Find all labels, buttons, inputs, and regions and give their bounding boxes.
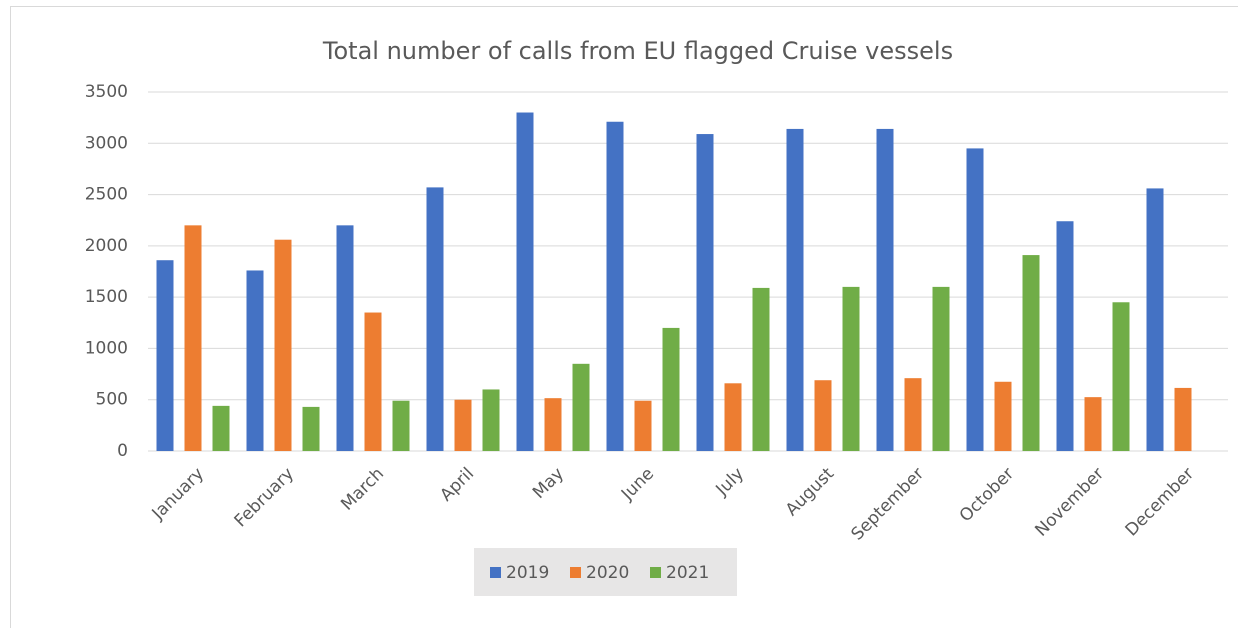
bar (606, 121, 624, 451)
bar (246, 270, 264, 451)
legend-label: 2020 (586, 563, 629, 583)
bar (426, 187, 444, 452)
bar (786, 128, 804, 451)
bar (212, 405, 230, 451)
bar (302, 406, 320, 451)
y-tick-label: 0 (117, 441, 128, 461)
bar (482, 389, 500, 451)
bar (662, 327, 680, 451)
bar (1146, 188, 1164, 451)
bar (904, 378, 922, 451)
legend-label: 2021 (666, 563, 709, 583)
legend-swatch (570, 567, 581, 578)
bar (876, 128, 894, 451)
bar (994, 381, 1012, 451)
legend-swatch (490, 567, 501, 578)
legend-box (474, 548, 737, 596)
bar (184, 225, 202, 451)
y-tick-label: 2000 (85, 236, 128, 256)
y-tick-label: 2500 (85, 185, 128, 205)
chart-title: Total number of calls from EU flagged Cr… (322, 37, 953, 65)
y-tick-label: 1500 (85, 287, 128, 307)
bar (1056, 221, 1074, 451)
bar (454, 399, 472, 451)
bar (634, 400, 652, 451)
bar (814, 380, 832, 451)
bar (516, 112, 534, 451)
bar (364, 312, 382, 451)
y-tick-label: 3000 (85, 133, 128, 153)
bar (544, 398, 562, 451)
bar (932, 286, 950, 451)
legend-label: 2019 (506, 563, 549, 583)
bar (696, 134, 714, 451)
bar (572, 363, 590, 451)
bar (392, 400, 410, 451)
bar (156, 260, 174, 451)
bar (336, 225, 354, 451)
bar (1022, 255, 1040, 451)
bar (1174, 387, 1192, 451)
bar (724, 383, 742, 451)
bar (966, 148, 984, 451)
legend-swatch (650, 567, 661, 578)
bar (1112, 302, 1130, 451)
bar (1084, 397, 1102, 451)
bar (842, 286, 860, 451)
bar (274, 239, 292, 451)
bar (752, 287, 770, 451)
y-tick-label: 3500 (85, 82, 128, 102)
y-tick-label: 1000 (85, 338, 128, 358)
y-tick-label: 500 (96, 390, 128, 410)
